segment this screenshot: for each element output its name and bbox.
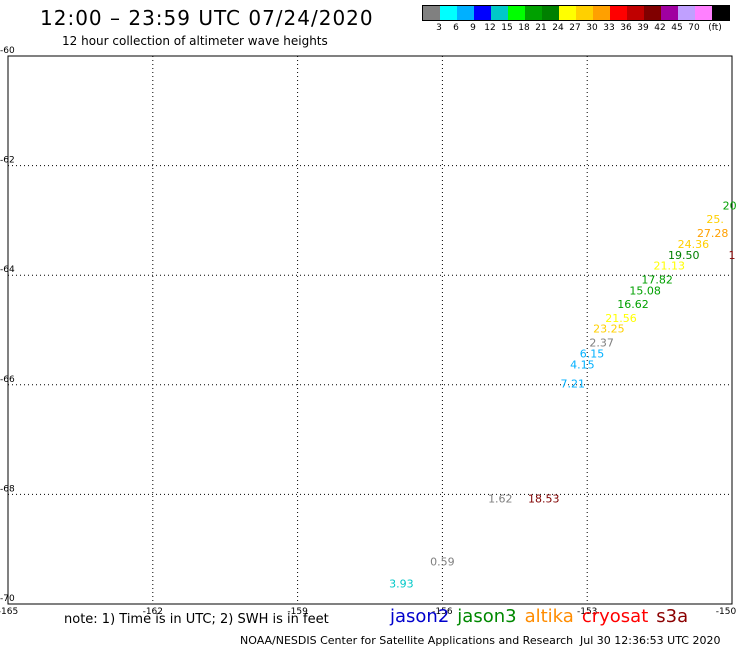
satellite-jason2: jason2: [390, 606, 450, 627]
wave-height-point: 16.62: [617, 298, 649, 311]
legend-label: (ft): [708, 23, 722, 33]
wave-height-point: 7.21: [560, 378, 585, 391]
legend-label: 45: [671, 23, 683, 33]
legend-label: 24: [552, 23, 564, 33]
color-legend: 3 6 9 12 15 18 21 24 27 30 33 36 39 42 45 70 (ft): [422, 5, 730, 35]
legend-swatch: [423, 6, 440, 20]
footer-credit: NOAA/NESDIS Center for Satellite Applica…: [240, 634, 574, 647]
legend-swatch: [491, 6, 508, 20]
satellite-cryosat: cryosat: [581, 606, 649, 627]
wave-height-point: 24.36: [678, 238, 710, 251]
wave-height-point: 19.50: [668, 249, 700, 262]
chart-subtitle: 12 hour collection of altimeter wave hei…: [62, 34, 328, 48]
x-tick-label: -153: [577, 607, 597, 617]
wave-height-point: 1.62: [488, 493, 513, 506]
x-tick-label: -165: [0, 607, 18, 617]
legend-label: 70: [688, 23, 700, 33]
legend-label: 21: [535, 23, 547, 33]
legend-label: 15: [501, 23, 513, 33]
wave-height-point: 2.37: [589, 336, 614, 349]
y-tick-label: -60: [0, 46, 15, 56]
footer-note: note: 1) Time is in UTC; 2) SWH is in fe…: [64, 612, 329, 627]
wave-height-point: 17.82: [641, 273, 673, 286]
legend-swatch: [559, 6, 576, 20]
legend-swatch: [712, 6, 729, 20]
legend-label: 33: [603, 23, 615, 33]
legend-label: 42: [654, 23, 666, 33]
legend-label: 9: [470, 23, 476, 33]
plot-frame: [7, 55, 733, 605]
legend-swatch: [542, 6, 559, 20]
wave-height-point: 27.28: [697, 227, 729, 240]
wave-height-point: 0.59: [430, 556, 455, 569]
legend-label: 18: [518, 23, 530, 33]
legend-swatch: [678, 6, 695, 20]
wave-height-point: 20: [723, 199, 737, 212]
satellite-altika: altika: [524, 606, 574, 627]
y-tick-label: -70: [0, 594, 15, 604]
legend-swatch: [508, 6, 525, 20]
axis-ticks: -165 -162 -159 -156 -153 -150 -60 -62 -64 -66 -68 -…: [0, 46, 736, 617]
wave-height-point: 15.08: [629, 284, 661, 297]
grid-lines: [8, 56, 732, 604]
legend-labels: 3 6 9 12 15 18 21 24 27 30 33 36 39 42 45 70 (ft): [422, 21, 730, 35]
legend-label: 27: [569, 23, 581, 33]
legend-label: 30: [586, 23, 598, 33]
y-tick-label: -64: [0, 265, 15, 275]
legend-swatch: [457, 6, 474, 20]
x-tick-label: -159: [287, 607, 308, 617]
legend-swatch: [627, 6, 644, 20]
chart-title: 12:00 – 23:59 UTC 07/24/2020: [40, 6, 374, 30]
footer-timestamp: Jul 30 12:36:53 UTC 2020: [580, 634, 721, 647]
y-tick-label: -68: [0, 484, 15, 494]
legend-swatch: [525, 6, 542, 20]
legend-swatch: [576, 6, 593, 20]
legend-swatches: [422, 5, 730, 21]
wave-height-point: 1: [729, 249, 736, 262]
x-tick-label: -162: [143, 607, 163, 617]
satellite-s3a: s3a: [656, 606, 689, 627]
wave-height-point: 6.15: [580, 347, 605, 360]
wave-height-point: 25.: [706, 213, 724, 226]
legend-swatch: [440, 6, 457, 20]
y-tick-label: -66: [0, 375, 15, 385]
wave-height-point: 4.15: [570, 358, 595, 371]
legend-label: 39: [637, 23, 649, 33]
legend-label: 3: [436, 23, 442, 33]
wave-height-point: 21.13: [654, 260, 686, 273]
legend-label: 6: [453, 23, 459, 33]
legend-swatch: [593, 6, 610, 20]
wave-height-point: 18.53: [528, 493, 560, 506]
legend-label: 36: [620, 23, 632, 33]
legend-label: 12: [484, 23, 496, 33]
satellite-legend: jason2 jason3 altika cryosat s3a: [390, 606, 696, 627]
wave-height-point: 23.25: [593, 323, 625, 336]
legend-swatch: [474, 6, 491, 20]
legend-swatch: [661, 6, 678, 20]
wave-height-point: 21.56: [605, 312, 637, 325]
legend-swatch: [610, 6, 627, 20]
wave-height-point: 3.93: [389, 578, 414, 591]
y-tick-label: -62: [0, 156, 15, 166]
legend-swatch: [644, 6, 661, 20]
satellite-jason3: jason3: [457, 606, 517, 627]
x-tick-label: -156: [432, 607, 453, 617]
x-tick-label: -150: [716, 607, 737, 617]
legend-swatch: [695, 6, 712, 20]
